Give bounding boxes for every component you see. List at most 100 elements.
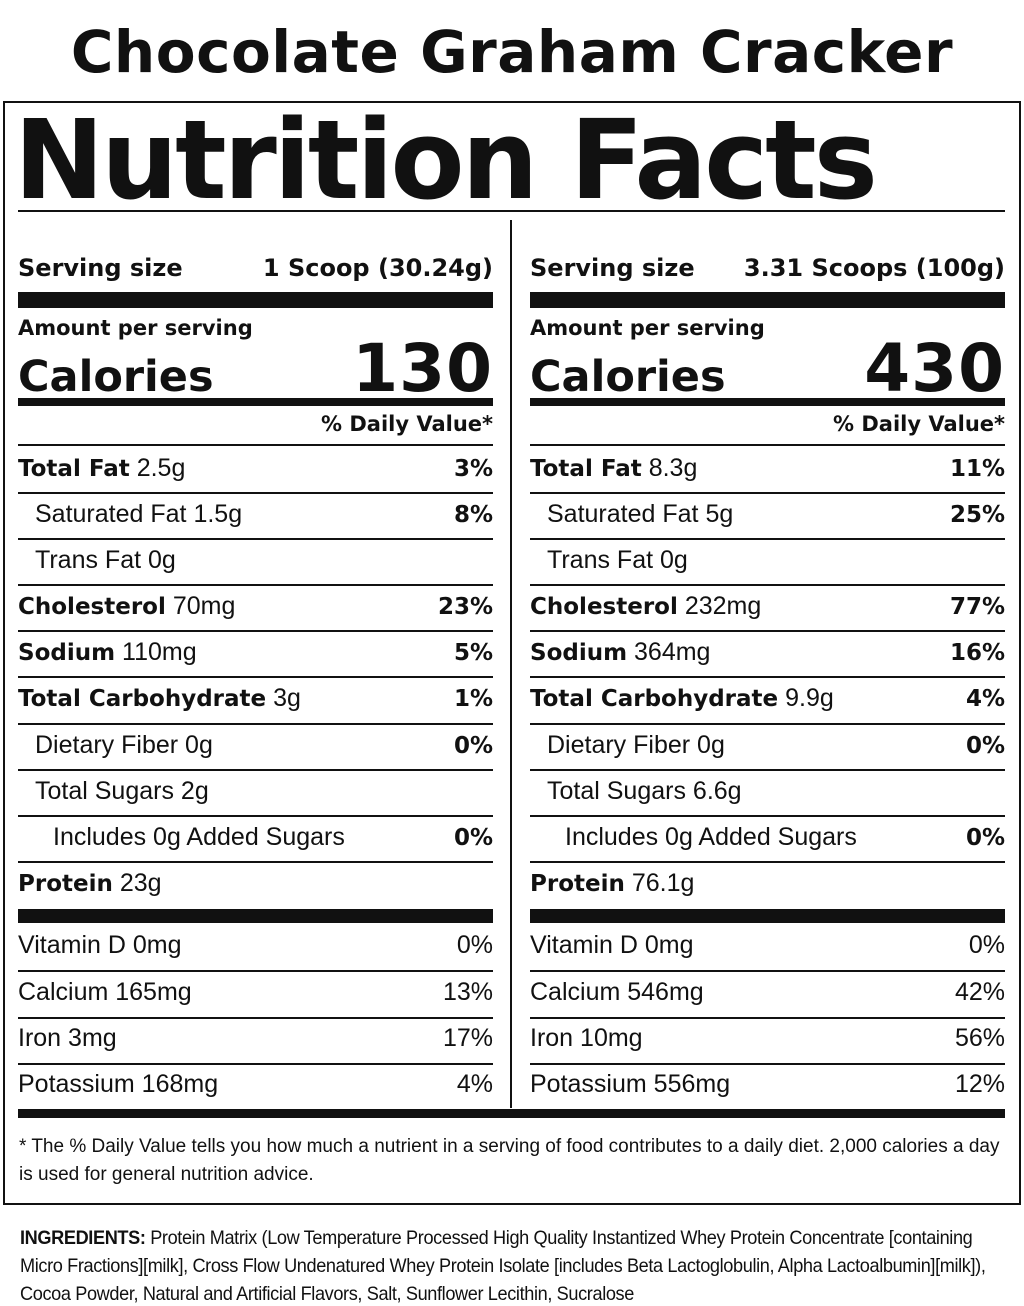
nutrient-row: Total Sugars 2g [18, 777, 493, 807]
nutrient-row: Trans Fat 0g [18, 546, 493, 576]
nutrient-label: Total Sugars 2g [35, 777, 209, 806]
nutrient-amount: 110mg [122, 638, 197, 666]
thick-rule [18, 292, 493, 308]
row-rule [18, 584, 493, 586]
vitamin-label: Calcium 546mg [530, 978, 704, 1007]
nutrient-row: Cholesterol 70mg 23% [18, 592, 493, 622]
nutrient-row: Sodium 110mg 5% [18, 638, 493, 668]
vitamin-daily-value: 13% [442, 978, 493, 1006]
serving-size-label: Serving size [18, 254, 183, 282]
nutrient-label: Total Fat 8.3g [530, 454, 697, 483]
row-rule [18, 861, 493, 863]
row-rule [530, 1063, 1005, 1065]
nutrient-label: Dietary Fiber 0g [547, 731, 725, 760]
nutrient-daily-value: 5% [453, 640, 493, 666]
nutrient-daily-value: 0% [965, 733, 1005, 759]
nutrient-name: Total Sugars [35, 777, 174, 805]
row-rule [18, 444, 493, 446]
vitamin-daily-value: 4% [456, 1070, 493, 1098]
nutrient-name: Trans Fat [35, 546, 142, 574]
vitamin-row: Potassium 556mg 12% [530, 1070, 1005, 1100]
column-divider [510, 220, 512, 1108]
nutrient-name: Saturated Fat [35, 500, 187, 528]
nutrient-name: Protein [530, 871, 625, 897]
thick-rule [530, 909, 1005, 923]
nutrient-name: Sodium [530, 640, 628, 666]
row-rule [18, 492, 493, 494]
nutrient-daily-value: 0% [453, 825, 493, 851]
nutrient-name: Includes 0g Added Sugars [53, 823, 345, 851]
nutrient-row: Total Sugars 6.6g [530, 777, 1005, 807]
vitamin-row: Vitamin D 0mg 0% [18, 931, 493, 961]
vitamin-label: Iron 3mg [18, 1024, 117, 1053]
nutrient-name: Trans Fat [547, 546, 654, 574]
nutrient-row: Cholesterol 232mg 77% [530, 592, 1005, 622]
nutrient-daily-value: 0% [453, 733, 493, 759]
vitamin-amount: 0mg [132, 931, 182, 959]
calories-value: 430 [864, 330, 1005, 407]
thick-rule [18, 909, 493, 923]
vitamin-label: Vitamin D 0mg [18, 931, 182, 960]
medium-rule [18, 398, 493, 406]
row-rule [530, 815, 1005, 817]
vitamin-row: Potassium 168mg 4% [18, 1070, 493, 1100]
vitamin-name: Iron [18, 1024, 62, 1052]
row-rule [18, 1063, 493, 1065]
nutrient-label: Cholesterol 70mg [18, 592, 235, 621]
nutrient-name: Total Sugars [547, 777, 686, 805]
vitamin-daily-value: 42% [954, 978, 1005, 1006]
nutrient-row: Dietary Fiber 0g 0% [18, 731, 493, 761]
vitamin-row: Calcium 546mg 42% [530, 978, 1005, 1008]
nutrient-row: Sodium 364mg 16% [530, 638, 1005, 668]
row-rule [530, 492, 1005, 494]
vitamin-name: Calcium [18, 978, 109, 1006]
nutrient-amount: 232mg [684, 592, 762, 620]
nutrient-daily-value: 1% [453, 686, 493, 712]
nutrient-name: Total Fat [530, 456, 642, 482]
nutrition-label-border [3, 101, 1021, 1205]
vitamin-label: Calcium 165mg [18, 978, 192, 1007]
nutrient-daily-value: 16% [949, 640, 1005, 666]
nutrient-amount: 6.6g [692, 777, 742, 805]
heading-rule [18, 210, 1005, 212]
thick-rule [530, 292, 1005, 308]
vitamin-row: Iron 3mg 17% [18, 1024, 493, 1054]
nutrition-facts-heading: Nutrition Facts [14, 96, 878, 224]
nutrient-amount: 0g [660, 546, 688, 574]
nutrient-label: Includes 0g Added Sugars [565, 823, 857, 852]
nutrient-label: Total Carbohydrate 3g [18, 684, 301, 713]
daily-value-header: % Daily Value* [833, 412, 1005, 436]
vitamin-label: Iron 10mg [530, 1024, 643, 1053]
nutrient-label: Includes 0g Added Sugars [53, 823, 345, 852]
vitamin-name: Potassium [530, 1070, 647, 1098]
nutrient-amount: 2.5g [136, 454, 186, 482]
vitamin-amount: 165mg [115, 978, 192, 1006]
ingredients-label: INGREDIENTS: [20, 1227, 146, 1249]
nutrient-amount: 76.1g [631, 869, 695, 897]
nutrient-name: Total Carbohydrate [530, 686, 779, 712]
serving-size-label: Serving size [530, 254, 695, 282]
row-rule [18, 815, 493, 817]
row-rule [18, 676, 493, 678]
vitamin-amount: 168mg [141, 1070, 219, 1098]
vitamin-row: Vitamin D 0mg 0% [530, 931, 1005, 961]
calories-row: Calories 130 [18, 330, 493, 407]
nutrient-row: Protein 23g [18, 869, 493, 899]
nutrient-amount: 1.5g [193, 500, 243, 528]
row-rule [530, 861, 1005, 863]
nutrient-label: Saturated Fat 5g [547, 500, 733, 529]
nutrient-daily-value: 3% [453, 456, 493, 482]
vitamin-name: Vitamin D [18, 931, 126, 959]
calories-value: 130 [352, 330, 493, 407]
nutrient-row: Includes 0g Added Sugars 0% [18, 823, 493, 853]
nutrient-name: Total Fat [18, 456, 130, 482]
row-rule [18, 630, 493, 632]
vitamin-name: Potassium [18, 1070, 135, 1098]
serving-size-value: 1 Scoop (30.24g) [262, 254, 493, 282]
nutrient-label: Total Fat 2.5g [18, 454, 185, 483]
nutrient-row: Saturated Fat 5g 25% [530, 500, 1005, 530]
product-title: Chocolate Graham Cracker [70, 18, 954, 86]
vitamin-name: Vitamin D [530, 931, 638, 959]
nutrient-amount: 70mg [172, 592, 236, 620]
nutrient-amount: 364mg [634, 638, 711, 666]
